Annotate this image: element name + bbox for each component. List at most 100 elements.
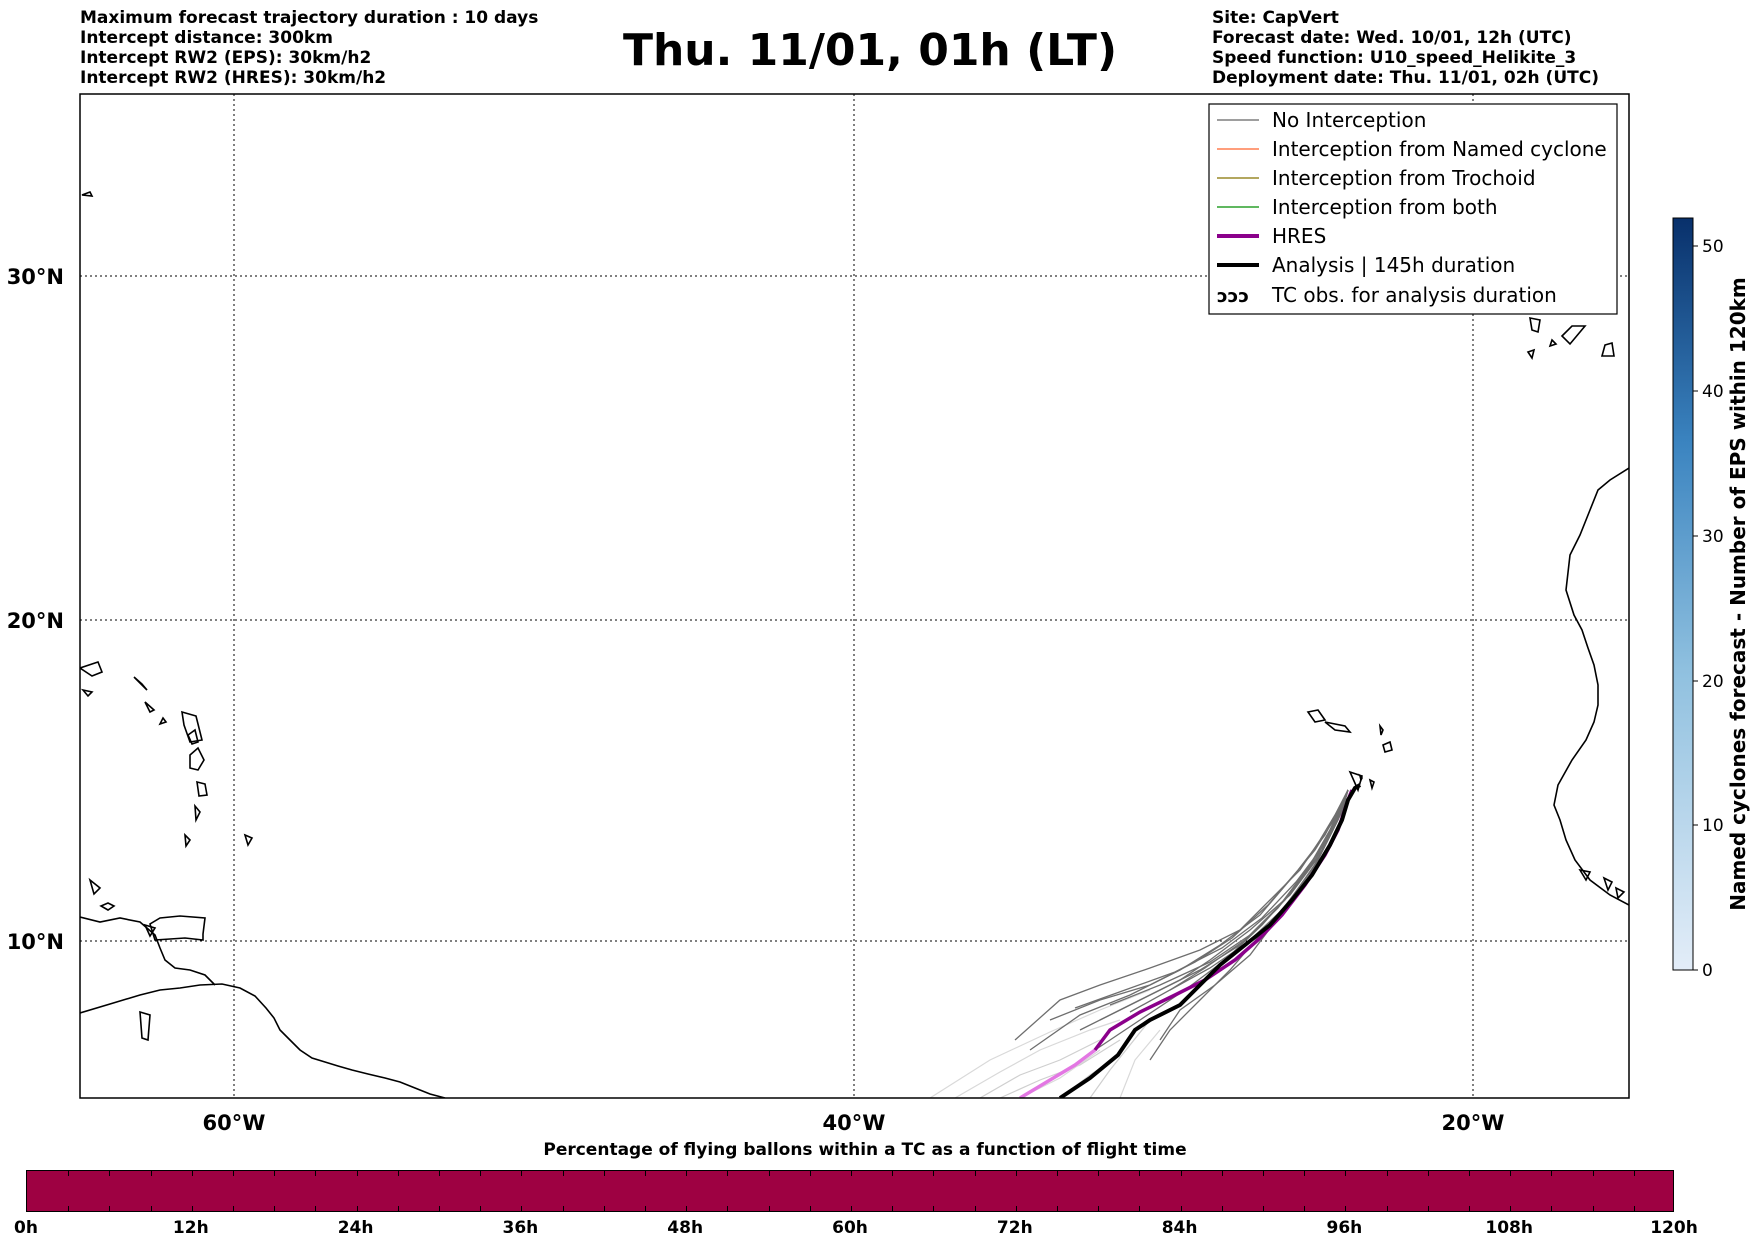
timebar-minor-tick [603,1206,605,1211]
timebar-minor-tick [645,1171,646,1176]
timebar-minor-tick [1386,1206,1388,1211]
cape-verde-santiago [1348,770,1363,793]
timebar-minor-tick [933,1171,935,1176]
cape-verde-maio [1368,778,1375,791]
lon-label-60w: 60°W [203,1111,266,1135]
island-2 [187,728,199,745]
timebar-minor-tick [1180,1171,1182,1176]
trinidad [149,915,206,941]
island-3 [181,710,203,743]
timebar-minor-tick [1304,1171,1306,1176]
map-title: Thu. 11/01, 01h (LT) [622,25,1118,76]
tobago [99,902,116,911]
timebar-minor-tick [1221,1206,1223,1211]
timebar-minor-tick [1469,1206,1470,1211]
timebar-minor-tick [191,1206,193,1211]
legend-label-no-interception: No Interception [1272,108,1426,132]
intercept-hres-text: Intercept RW2 (HRES): 30km/h2 [80,68,387,88]
timebar-minor-tick [1015,1206,1017,1211]
timebar-minor-tick [439,1171,440,1176]
timebar-minor-tick [974,1171,976,1176]
island-4 [196,780,208,797]
timebar-minor-tick [1551,1206,1553,1211]
colorbar-fill [1672,217,1694,971]
timebar-minor-tick [480,1206,482,1211]
timebar-minor-tick [892,1171,894,1176]
colorbar-tick-50: 50 [1702,237,1724,257]
timebar-minor-tick [68,1206,70,1211]
timebar-minor-tick [1633,1206,1635,1211]
cape-verde-santo-antao [1306,709,1327,723]
timebar-minor-tick [933,1206,935,1211]
island-13 [81,190,94,197]
timebar-minor-tick [109,1171,111,1176]
legend-label-tc-obs: TC obs. for analysis duration [1271,283,1557,307]
timebar-minor-tick [1551,1171,1553,1176]
traj-light-7 [1119,1029,1161,1098]
deployment-date-text: Deployment date: Thu. 11/01, 02h (UTC) [1212,68,1599,88]
timebar-minor-tick [1345,1206,1347,1211]
lon-label-20w: 20°W [1442,1111,1505,1135]
timebar-tick-label: 12h [172,1218,209,1238]
legend-label-hres: HRES [1272,224,1326,248]
colorbar-title: Named cyclones forecast - Number of EPS … [1726,277,1750,911]
timebar-minor-tick [1098,1171,1100,1176]
island-16 [88,877,102,896]
timebar-minor-tick [727,1206,729,1211]
timebar-minor-tick [233,1171,234,1176]
venezuela-coast [80,916,216,986]
colorbar-tick-20: 20 [1702,672,1724,692]
timebar-minor-tick [851,1206,852,1211]
timebar-minor-tick [109,1206,111,1211]
timebar-minor-tick [1592,1171,1594,1176]
analysis-trajectory [1058,783,1362,1098]
timebar-minor-tick [686,1206,688,1211]
hres-trajectory [1093,789,1354,1052]
timebar-minor-tick [727,1171,729,1176]
timebar-minor-tick [150,1171,152,1176]
timebar-minor-tick [1221,1171,1223,1176]
timebar-minor-tick [562,1206,564,1211]
timebar-minor-tick [480,1171,482,1176]
cape-verde-sao-nicolau [1324,721,1352,734]
timebar-minor-tick [851,1171,852,1176]
timebar-minor-tick [1139,1206,1141,1211]
timebar-minor-tick [1427,1206,1429,1211]
timebar-minor-tick [1427,1171,1429,1176]
timebar-minor-tick [315,1171,317,1176]
legend-label-named-cyclone: Interception from Named cyclone [1272,137,1607,161]
africa-coast [1553,467,1629,906]
timebar-minor-tick [233,1206,234,1211]
timebar-minor-tick [768,1206,770,1211]
timebar-tick-label: 36h [502,1218,539,1238]
lat-label-10n: 10°N [7,930,64,954]
timebar-minor-tick [439,1206,440,1211]
cyclone-colorbar: 0 10 20 30 40 50 Named cyclones forecast… [1672,217,1750,981]
timebar-minor-tick [1057,1206,1058,1211]
timebar-minor-tick [645,1206,646,1211]
tc-obs-symbol-icon: ↄↄↄ [1217,286,1249,307]
map-frame [79,93,1630,1099]
island-8 [80,661,104,677]
timebar-minor-tick [1304,1206,1306,1211]
timebar-minor-tick [1098,1206,1100,1211]
timebar-minor-tick [1057,1171,1058,1176]
map-legend: No Interception Interception from Named … [1208,103,1618,315]
traj-light-3 [979,1039,1101,1098]
speed-function-text: Speed function: U10_speed_Helikite_3 [1212,48,1577,68]
canary-islands [1526,316,1615,360]
forecast-date-text: Forecast date: Wed. 10/01, 12h (UTC) [1212,28,1572,48]
timebar-minor-tick [274,1171,276,1176]
timebar-minor-tick [315,1206,317,1211]
timebar-minor-tick [191,1171,193,1176]
timebar-minor-tick [68,1171,70,1176]
flight-time-bar [26,1170,1674,1212]
cape-verde-boa-vista [1382,740,1393,753]
timebar-tick-label: 108h [1485,1218,1533,1238]
colorbar-tick-10: 10 [1702,816,1724,836]
traj-light-1 [929,989,1151,1098]
island-14 [143,923,157,938]
lat-label-30n: 30°N [7,265,64,289]
timebar-title: Percentage of flying ballons within a TC… [543,1140,1187,1160]
